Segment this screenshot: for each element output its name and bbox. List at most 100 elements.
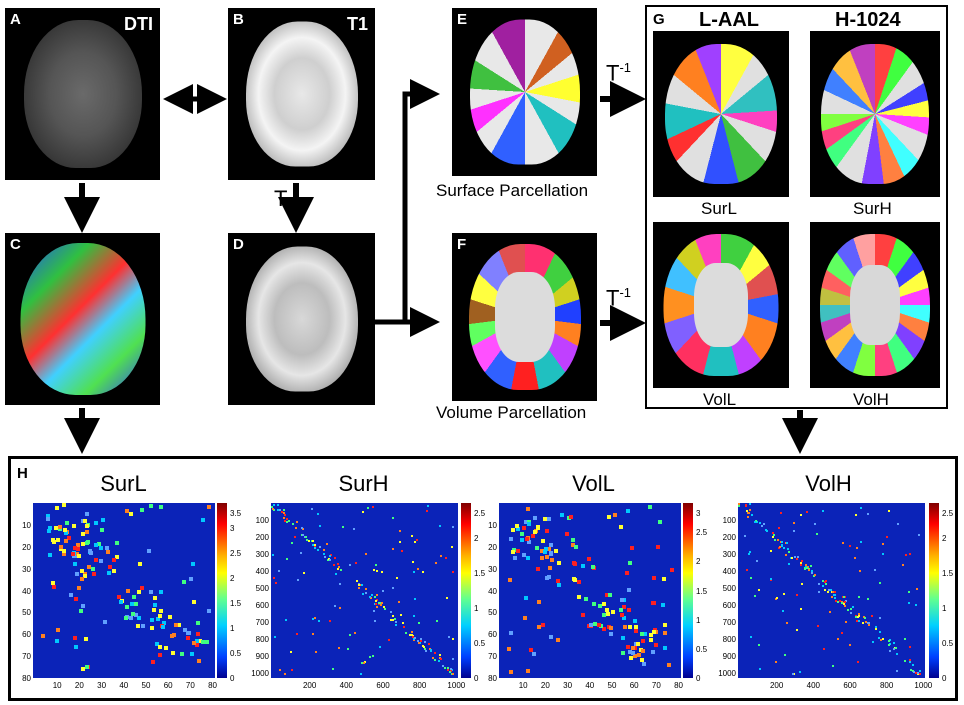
matrix-cell (74, 551, 79, 556)
matrix-cell (897, 522, 900, 525)
matrix-cell (448, 671, 451, 674)
matrix-cell (828, 588, 831, 591)
matrix-ytick: 100 (255, 515, 269, 525)
matrix-cell (892, 642, 895, 645)
matrix-cell (744, 504, 747, 507)
colorbar-tick: 0.5 (942, 639, 954, 648)
matrix-cell (640, 639, 645, 644)
matrix-cell (754, 519, 757, 522)
matrix-cell (274, 635, 277, 638)
matrix-cell (643, 631, 648, 636)
matrix-cell (353, 631, 356, 634)
matrix-cell (153, 603, 158, 608)
matrix-cell (879, 638, 882, 641)
matrix-cell (535, 566, 540, 571)
matrix-cell (316, 512, 319, 515)
matrix-cell (308, 539, 311, 542)
matrix-cell (827, 590, 830, 593)
matrix-cell (540, 549, 545, 554)
matrix-cell (591, 564, 596, 569)
matrix-cell (651, 600, 656, 605)
matrix-cell (207, 505, 212, 510)
matrix-cell (790, 557, 793, 560)
matrix-cell (71, 523, 76, 528)
matrix-cell (546, 574, 551, 579)
matrix-cell (888, 643, 891, 646)
matrix-cell (749, 551, 752, 554)
matrix-cell (859, 506, 862, 509)
matrix-ytick: 900 (255, 651, 269, 661)
matrix-cell (851, 606, 854, 609)
colorbar-tick: 0.5 (474, 639, 486, 648)
matrix-cell (413, 598, 416, 601)
tinv-top-base: T (606, 60, 620, 86)
matrix-cell (909, 659, 912, 662)
matrix-cell (636, 641, 641, 646)
matrix-cell (841, 541, 844, 544)
matrix-ytick: 50 (22, 608, 31, 618)
matrix-cell (417, 568, 420, 571)
colorbar-tick: 2 (696, 557, 701, 567)
matrix-cell (365, 553, 368, 556)
matrix-cell (296, 632, 299, 635)
matrix-cell (670, 568, 675, 573)
matrix-cell (376, 593, 379, 596)
matrix-cell (83, 574, 88, 579)
tinv-top-sup: -1 (619, 60, 632, 75)
matrix-cell (96, 541, 101, 546)
matrix-cell (773, 538, 776, 541)
matrix-cell (904, 553, 907, 556)
matrix-cell (633, 619, 638, 624)
matrix-cell (633, 629, 638, 634)
matrix-voll (499, 503, 681, 678)
colorbar-tick: 3 (230, 524, 235, 533)
matrix-cell (445, 596, 448, 599)
matrix-cell (450, 669, 453, 672)
matrix-cell (368, 595, 371, 598)
matrix-cell (87, 565, 92, 570)
matrix-cell (46, 517, 51, 522)
matrix-cell (885, 536, 888, 539)
matrix-cell (662, 623, 667, 628)
colorbar-surl (217, 503, 227, 678)
matrix-cell (533, 516, 538, 521)
matrix-cell (834, 591, 837, 594)
matrix-cell (858, 596, 861, 599)
matrix-cell (639, 657, 644, 662)
matrix-cell (602, 613, 607, 618)
matrix-cell (92, 572, 97, 577)
matrix-cell (168, 614, 173, 619)
matrix-cell (61, 552, 66, 557)
matrix-cell (450, 670, 453, 673)
matrix-cell (747, 515, 750, 518)
matrix-cell (157, 614, 162, 619)
matrix-cell (605, 608, 610, 613)
matrix-cell (747, 511, 750, 514)
t1-brain-image (245, 21, 358, 167)
matrix-cell (295, 521, 298, 523)
matrix-voll-title: VolL (572, 471, 615, 496)
matrix-cell (530, 533, 535, 538)
matrix-cell (424, 649, 427, 652)
matrix-cell (192, 640, 197, 645)
matrix-cell (107, 570, 112, 575)
matrix-cell (153, 595, 158, 600)
matrix-cell (400, 550, 403, 553)
matrix-cell (80, 576, 85, 581)
matrix-cell (413, 614, 416, 617)
matrix-cell (556, 578, 561, 583)
colorbar-tick: 1.5 (474, 569, 486, 578)
matrix-cell (58, 545, 63, 550)
matrix-cell (539, 555, 544, 560)
matrix-cell (554, 548, 559, 553)
matrix-xtick: 40 (119, 681, 129, 690)
matrix-cell (289, 651, 292, 654)
matrix-cell (335, 573, 338, 576)
matrix-ytick: 1000 (718, 668, 736, 678)
matrix-cell (374, 595, 377, 598)
matrix-xtick: 800 (879, 681, 894, 690)
matrix-cell (322, 553, 325, 556)
matrix-cell (204, 639, 209, 644)
matrix-cell (416, 538, 419, 541)
matrix-xtick: 600 (376, 681, 390, 690)
